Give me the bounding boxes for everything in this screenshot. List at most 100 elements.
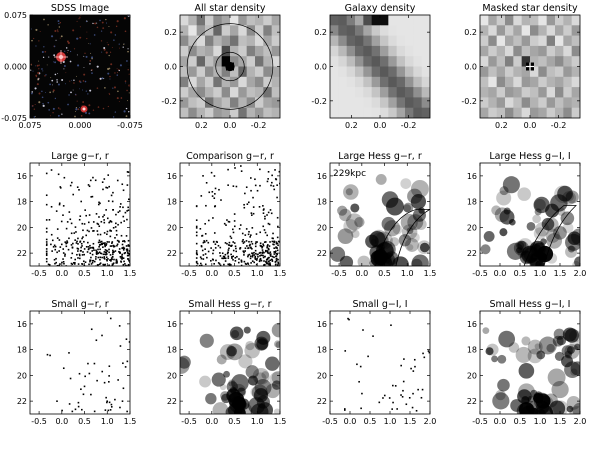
hess-blob bbox=[566, 405, 574, 413]
star bbox=[32, 70, 34, 72]
data-point bbox=[402, 380, 405, 383]
data-point bbox=[361, 392, 363, 395]
star bbox=[108, 92, 110, 94]
x-tick-label: -0.5 bbox=[31, 269, 47, 278]
data-point bbox=[125, 338, 128, 341]
data-point bbox=[125, 235, 128, 237]
data-point bbox=[106, 217, 109, 220]
hess-blob bbox=[245, 340, 255, 351]
data-point bbox=[262, 205, 264, 207]
density-cell bbox=[271, 97, 280, 109]
data-point bbox=[76, 240, 78, 243]
data-point bbox=[414, 365, 416, 368]
data-point bbox=[64, 241, 67, 243]
data-point bbox=[91, 250, 94, 252]
data-point bbox=[388, 397, 391, 399]
data-point bbox=[110, 221, 113, 223]
data-point bbox=[264, 249, 267, 252]
hess-blob bbox=[406, 227, 414, 235]
star bbox=[117, 90, 119, 93]
density-cell bbox=[330, 76, 339, 88]
data-point bbox=[261, 246, 263, 249]
data-point bbox=[62, 260, 65, 263]
density-cell bbox=[513, 87, 523, 98]
data-point bbox=[256, 241, 258, 243]
data-point bbox=[52, 246, 55, 248]
star bbox=[61, 113, 63, 115]
data-point bbox=[195, 242, 198, 245]
x-tick-label: 0.0 bbox=[524, 121, 537, 130]
density-cell bbox=[213, 97, 223, 109]
hess-blob bbox=[275, 341, 280, 349]
data-point bbox=[269, 264, 272, 266]
density-cell bbox=[238, 15, 248, 26]
density-cell bbox=[255, 45, 264, 57]
x-tick-label: 0.0 bbox=[205, 269, 218, 278]
data-point bbox=[259, 242, 262, 245]
star bbox=[114, 72, 116, 74]
data-point bbox=[243, 260, 246, 263]
density-cell bbox=[221, 76, 231, 88]
density-cell bbox=[238, 76, 248, 88]
data-point bbox=[83, 248, 86, 250]
hess-blob bbox=[572, 402, 580, 414]
data-point bbox=[74, 261, 76, 264]
density-cell bbox=[496, 66, 506, 78]
star bbox=[73, 79, 75, 81]
density-cell bbox=[355, 66, 364, 78]
data-point bbox=[217, 262, 220, 264]
data-point bbox=[195, 260, 198, 263]
data-point bbox=[91, 253, 94, 256]
data-point bbox=[269, 262, 271, 264]
x-tick-label: 1.0 bbox=[401, 269, 414, 278]
star bbox=[75, 108, 78, 111]
star bbox=[82, 80, 85, 82]
data-point bbox=[78, 218, 81, 221]
data-point bbox=[222, 255, 225, 258]
star bbox=[83, 73, 86, 76]
density-cell bbox=[271, 56, 280, 67]
data-point bbox=[45, 258, 48, 260]
data-point bbox=[255, 241, 257, 243]
star bbox=[88, 112, 91, 115]
data-point bbox=[256, 257, 258, 260]
data-point bbox=[263, 260, 265, 262]
x-tick-label: 1.0 bbox=[101, 417, 114, 426]
star bbox=[42, 56, 45, 59]
data-point bbox=[58, 203, 61, 206]
star bbox=[108, 67, 111, 70]
data-point bbox=[124, 251, 127, 254]
star bbox=[57, 83, 60, 86]
density-cell bbox=[488, 56, 498, 67]
density-cell bbox=[263, 25, 273, 36]
data-point bbox=[111, 242, 113, 244]
data-point bbox=[259, 184, 261, 187]
star bbox=[124, 80, 127, 82]
density-cell bbox=[221, 35, 231, 47]
data-point bbox=[267, 211, 270, 214]
star bbox=[60, 35, 63, 38]
data-point bbox=[75, 231, 77, 233]
density-cell bbox=[513, 107, 523, 118]
data-point bbox=[254, 184, 257, 187]
data-point bbox=[401, 395, 404, 398]
star bbox=[101, 77, 104, 80]
density-cell bbox=[330, 66, 339, 78]
density-cell bbox=[546, 107, 556, 118]
data-point bbox=[248, 240, 250, 243]
star bbox=[109, 75, 111, 78]
panel-title: Galaxy density bbox=[345, 3, 416, 14]
density-cell bbox=[396, 76, 406, 88]
x-tick-label: -0.5 bbox=[472, 417, 488, 426]
data-point bbox=[344, 409, 346, 411]
data-point bbox=[105, 256, 108, 259]
data-point bbox=[87, 221, 90, 224]
data-point bbox=[195, 225, 198, 228]
density-cell bbox=[255, 87, 264, 98]
density-cell bbox=[230, 107, 239, 118]
data-point bbox=[408, 396, 411, 399]
density-cell bbox=[346, 15, 356, 26]
y-tick-label: 20 bbox=[17, 223, 27, 232]
density-cell bbox=[371, 35, 381, 47]
data-point bbox=[45, 248, 48, 250]
